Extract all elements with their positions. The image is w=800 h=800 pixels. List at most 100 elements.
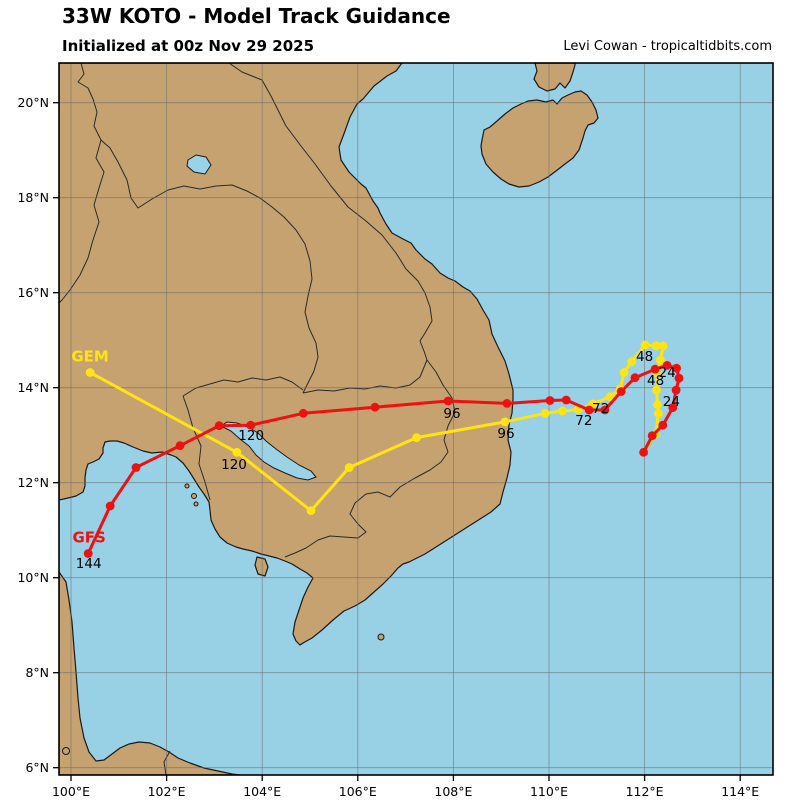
track-point-gfs bbox=[83, 549, 93, 558]
model-name-label-gfs: GFS bbox=[73, 528, 106, 546]
hour-label-gfs-96: 96 bbox=[443, 406, 460, 422]
track-point-gem bbox=[619, 368, 629, 377]
island bbox=[193, 501, 199, 507]
track-point-gem bbox=[654, 408, 663, 418]
hour-label-gfs-48: 48 bbox=[647, 373, 664, 389]
axes-layer: 100°E 102°E 104°E 106°E 108°E 110°E 112°E 114°E… bbox=[17, 95, 759, 799]
x-tick-label: 106°E bbox=[339, 784, 377, 799]
credit-label: Levi Cowan - tropicaltidbits.com bbox=[563, 39, 772, 54]
hour-label-gfs-72: 72 bbox=[592, 401, 609, 417]
track-point-gem bbox=[540, 408, 550, 418]
hour-label-gem-96: 96 bbox=[497, 426, 514, 442]
track-point-gfs bbox=[616, 387, 626, 396]
init-time-label: Initialized at 00z Nov 29 2025 bbox=[62, 37, 315, 55]
track-point-gem bbox=[412, 433, 421, 442]
y-tick-label: 6°N bbox=[25, 760, 49, 775]
hour-label-gem-48: 48 bbox=[636, 349, 653, 365]
track-point-gfs bbox=[502, 399, 512, 408]
x-tick-label: 100°E bbox=[52, 784, 90, 799]
track-point-gfs bbox=[658, 420, 668, 430]
country-border bbox=[59, 63, 105, 304]
track-point-gfs bbox=[600, 405, 610, 415]
y-tick-label: 10°N bbox=[17, 570, 49, 585]
track-point-gfs bbox=[175, 441, 185, 451]
track-point-gfs bbox=[662, 361, 672, 370]
track-point-gfs bbox=[561, 395, 571, 405]
geography-layer bbox=[59, 63, 599, 775]
island bbox=[62, 747, 70, 755]
track-point-gem bbox=[558, 406, 567, 416]
country-border bbox=[182, 376, 304, 397]
track-point-gfs bbox=[650, 364, 660, 374]
track-point-gem bbox=[605, 392, 615, 402]
y-tick-label: 18°N bbox=[17, 190, 49, 205]
hour-label-gfs-120: 120 bbox=[238, 428, 264, 444]
y-tick-label: 20°N bbox=[17, 95, 49, 110]
track-point-gem bbox=[306, 506, 316, 516]
island bbox=[191, 493, 197, 499]
track-point-gfs bbox=[668, 403, 678, 412]
landmass bbox=[254, 556, 269, 577]
island bbox=[377, 633, 385, 641]
track-point-gem bbox=[651, 341, 661, 351]
track-point-gem bbox=[653, 400, 662, 410]
y-tick-label: 16°N bbox=[17, 285, 49, 300]
track-point-gfs bbox=[298, 408, 308, 418]
hour-label-gfs-144: 144 bbox=[76, 556, 102, 572]
track-point-gfs bbox=[584, 405, 594, 415]
hour-label-gfs-24: 24 bbox=[663, 394, 680, 410]
x-tick-label: 108°E bbox=[434, 784, 472, 799]
country-border bbox=[284, 359, 456, 558]
country-border bbox=[228, 63, 433, 361]
y-tick-label: 8°N bbox=[25, 665, 49, 680]
track-point-gem bbox=[627, 357, 637, 366]
y-tick-label: 12°N bbox=[17, 475, 49, 490]
track-point-gfs bbox=[630, 373, 640, 383]
track-point-gem bbox=[656, 355, 665, 365]
map-frame bbox=[58, 62, 774, 776]
track-point-gem bbox=[500, 417, 510, 427]
track-point-gfs bbox=[545, 396, 555, 405]
island bbox=[184, 483, 190, 489]
x-tick-label: 110°E bbox=[530, 784, 568, 799]
track-point-gem bbox=[232, 447, 242, 457]
track-point-gfs bbox=[647, 431, 657, 441]
country-border bbox=[182, 395, 211, 501]
country-border bbox=[100, 139, 319, 394]
track-point-gem bbox=[344, 463, 354, 472]
track-point-gfs bbox=[443, 396, 453, 406]
landmass bbox=[533, 63, 576, 92]
x-tick-label: 102°E bbox=[148, 784, 186, 799]
track-point-gfs bbox=[674, 373, 684, 383]
x-tick-label: 104°E bbox=[243, 784, 281, 799]
track-point-gfs bbox=[370, 402, 380, 412]
track-point-gfs bbox=[105, 501, 115, 511]
x-tick-label: 112°E bbox=[626, 784, 664, 799]
track-point-gfs bbox=[246, 420, 256, 430]
track-point-gem bbox=[658, 341, 668, 351]
x-tick-label: 114°E bbox=[721, 784, 759, 799]
page-title: 33W KOTO - Model Track Guidance bbox=[62, 4, 451, 28]
hour-label-gem-120: 120 bbox=[221, 457, 247, 473]
track-point-gfs bbox=[672, 363, 681, 373]
track-point-gfs bbox=[131, 463, 141, 472]
country-border bbox=[163, 750, 171, 775]
track-point-gem bbox=[652, 385, 661, 395]
hour-label-gem-24: 24 bbox=[659, 365, 676, 381]
landmass bbox=[59, 63, 514, 646]
track-point-gem bbox=[640, 340, 650, 350]
track-point-gfs bbox=[214, 421, 224, 431]
model-name-label-gem: GEM bbox=[71, 347, 109, 365]
landmass bbox=[59, 571, 241, 775]
y-tick-label: 14°N bbox=[17, 380, 49, 395]
track-point-gem bbox=[85, 368, 95, 377]
track-point-gfs bbox=[671, 385, 681, 395]
hour-label-gem-72: 72 bbox=[575, 413, 592, 429]
tracks-layer bbox=[83, 340, 684, 558]
lake bbox=[186, 154, 212, 175]
track-point-gfs bbox=[639, 447, 648, 457]
grid-layer bbox=[59, 63, 773, 775]
